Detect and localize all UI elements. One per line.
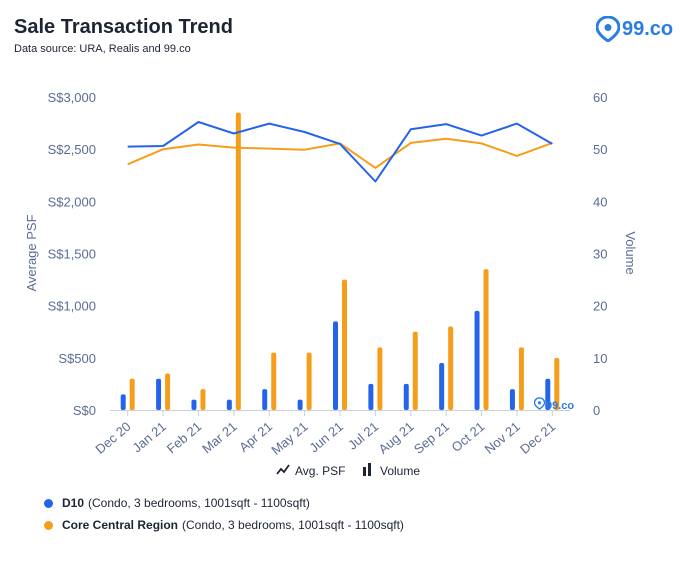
chart-watermark: 99.co: [534, 397, 574, 412]
y-right-tick-label: 30: [593, 247, 607, 262]
x-tick-label: Jul 21: [345, 419, 381, 453]
y-left-tick-label: S$2,000: [48, 194, 96, 209]
chart-legend: Avg. PSF Volume: [276, 463, 420, 478]
bar-d10[interactable]: [439, 363, 445, 410]
bar-ccr[interactable]: [129, 378, 135, 410]
x-tick-label: Jun 21: [306, 419, 346, 456]
logo-text: 99.co: [622, 17, 674, 40]
bar-ccr[interactable]: [306, 352, 312, 410]
sale-transaction-chart: S$0 S$500 S$1,000 S$1,500 S$2,000 S$2,500 S$3,…: [24, 90, 638, 478]
y-right-tick-label: 10: [593, 351, 607, 366]
bar-ccr[interactable]: [165, 373, 171, 410]
x-tick-label: Feb 21: [164, 419, 205, 457]
y-left-tick-label: S$1,000: [48, 299, 96, 314]
x-tick-label: Dec 21: [517, 419, 558, 457]
legend-ccr-detail: (Condo, 3 bedrooms, 1001sqft - 1100sqft): [182, 518, 404, 532]
bar-d10[interactable]: [509, 389, 515, 410]
line-d10-avg-psf[interactable]: [127, 121, 553, 183]
bar-ccr[interactable]: [554, 357, 560, 410]
legend-avg-psf[interactable]: Avg. PSF: [276, 464, 345, 478]
bar-ccr[interactable]: [412, 331, 418, 410]
bar-d10[interactable]: [120, 394, 126, 410]
legend-ccr-swatch: [44, 520, 53, 530]
y-right-tick-label: 20: [593, 299, 607, 314]
legend-volume-label: Volume: [380, 464, 420, 478]
y-right-tick-label: 40: [593, 194, 607, 209]
x-tick-label: Jan 21: [129, 419, 169, 456]
bar-d10[interactable]: [297, 399, 303, 410]
y-left-tick-label: S$2,500: [48, 142, 96, 157]
bar-ccr[interactable]: [342, 279, 347, 410]
x-tick-label: Apr 21: [236, 419, 275, 455]
bar-d10[interactable]: [191, 399, 197, 410]
legend-ccr-label: Core Central Region: [62, 518, 179, 532]
y-right-tick-label: 60: [593, 90, 607, 105]
x-tick-label: Mar 21: [199, 419, 240, 457]
legend-volume[interactable]: Volume: [363, 463, 420, 478]
x-tick-label: Nov 21: [482, 419, 523, 457]
bar-d10[interactable]: [403, 383, 409, 410]
location-pin-icon: [596, 16, 620, 42]
bar-d10[interactable]: [156, 378, 162, 410]
x-tick-label: Sep 21: [411, 419, 452, 457]
y-left-tick-label: S$0: [73, 403, 96, 418]
bar-chart-icon: [363, 467, 366, 476]
x-tick-label: Oct 21: [448, 419, 487, 455]
watermark-text: 99.co: [546, 400, 574, 412]
bar-d10[interactable]: [545, 378, 551, 410]
bar-d10[interactable]: [226, 399, 232, 410]
y-axis-right-label: Volume: [623, 231, 638, 274]
legend-avg-psf-label: Avg. PSF: [295, 464, 345, 478]
legend-d10: D10 (Condo, 3 bedrooms, 1001sqft - 1100s…: [44, 496, 310, 510]
bar-d10[interactable]: [474, 310, 480, 410]
bar-d10[interactable]: [262, 389, 268, 410]
bar-d10[interactable]: [333, 321, 338, 410]
location-pin-icon: [534, 397, 545, 410]
bar-ccr[interactable]: [200, 389, 206, 410]
bar-ccr[interactable]: [271, 352, 277, 410]
legend-d10-swatch: [44, 498, 53, 508]
y-left-tick-label: S$1,500: [48, 247, 96, 262]
line-chart-icon: [276, 464, 290, 475]
bar-ccr[interactable]: [518, 347, 524, 410]
brand-logo[interactable]: 99.co: [596, 16, 673, 42]
y-right-tick-label: 0: [593, 403, 600, 418]
bar-d10[interactable]: [368, 383, 374, 410]
x-tick-label: May 21: [268, 419, 310, 458]
bar-ccr[interactable]: [235, 112, 241, 411]
y-axis-left-label: Average PSF: [24, 214, 39, 291]
data-source-subtitle: Data source: URA, Realis and 99.co: [14, 43, 191, 55]
y-left-tick-label: S$500: [58, 351, 96, 366]
legend-d10-label: D10: [62, 496, 85, 510]
y-right-tick-label: 50: [593, 142, 607, 157]
x-tick-label: Dec 20: [92, 419, 133, 457]
bar-ccr[interactable]: [483, 269, 489, 410]
y-left-tick-label: S$3,000: [48, 90, 96, 105]
x-tick-label: Aug 21: [375, 419, 416, 457]
legend-ccr: Core Central Region (Condo, 3 bedrooms, …: [44, 518, 404, 532]
page-title: Sale Transaction Trend: [14, 16, 233, 38]
bar-ccr[interactable]: [377, 347, 383, 410]
bar-ccr[interactable]: [448, 326, 454, 410]
bar-chart-icon-bar2: [368, 463, 371, 476]
legend-d10-detail: (Condo, 3 bedrooms, 1001sqft - 1100sqft): [88, 496, 310, 510]
